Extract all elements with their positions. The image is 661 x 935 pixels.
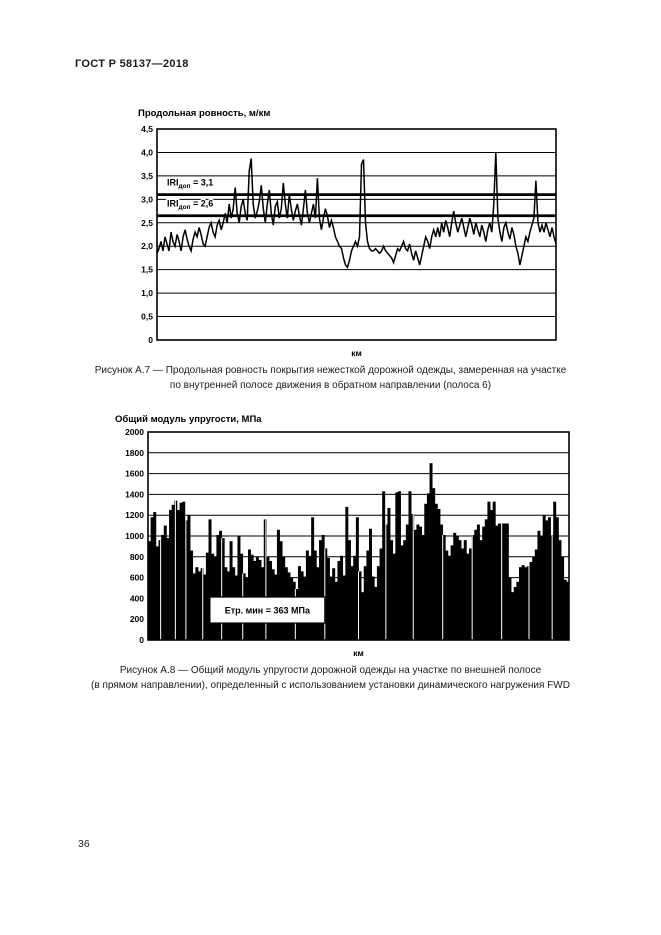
page-number: 36: [78, 838, 90, 850]
svg-text:1,0: 1,0: [141, 288, 153, 298]
document-header: ГОСТ Р 58137—2018: [75, 58, 189, 70]
line-chart-svg: 0 0,5 1,0 1,5 2,0 2,5 3,0 3,5 4,0 4,5 IRIдоп = 3,1…: [141, 124, 557, 345]
svg-text:0: 0: [148, 335, 153, 345]
svg-text:3,0: 3,0: [141, 194, 153, 204]
svg-text:Етр. мин = 363 МПа: Етр. мин = 363 МПа: [225, 606, 311, 616]
svg-text:2000: 2000: [125, 427, 144, 437]
svg-text:0: 0: [139, 635, 144, 645]
chart2-title: Общий модуль упругости, МПа: [115, 414, 262, 425]
svg-text:1400: 1400: [125, 489, 144, 499]
caption-a7-line1: Рисунок А.7 — Продольная ровность покрыт…: [94, 365, 567, 376]
svg-text:2,0: 2,0: [141, 241, 153, 251]
svg-text:200: 200: [130, 614, 144, 624]
caption-a8-line2: (в прямом направлении), определенный с и…: [91, 679, 570, 691]
chart1-xaxis-label: км: [351, 348, 362, 358]
bar-chart-svg: 0 200 400 600 800 1000 1200 1400 1600 1800 2000 Етр…: [125, 427, 570, 645]
svg-text:1000: 1000: [125, 531, 144, 541]
figure-a7-chart: Продольная ровность, м/км 0 0,5 1,0 1,5 2,0 2…: [128, 108, 578, 358]
figure-a7-caption: Рисунок А.7 — Продольная ровность покрыт…: [0, 364, 661, 393]
svg-text:1200: 1200: [125, 510, 144, 520]
svg-text:1800: 1800: [125, 448, 144, 458]
svg-text:400: 400: [130, 593, 144, 603]
svg-text:600: 600: [130, 573, 144, 583]
svg-text:1,5: 1,5: [141, 265, 153, 275]
svg-text:3,5: 3,5: [141, 171, 153, 181]
svg-text:1600: 1600: [125, 469, 144, 479]
svg-text:4,0: 4,0: [141, 147, 153, 157]
chart1-title: Продольная ровность, м/км: [138, 108, 271, 119]
caption-a8-line1: Рисунок А.8 — Общий модуль упругости дор…: [119, 665, 542, 676]
svg-text:4,5: 4,5: [141, 124, 153, 134]
figure-a8-caption: Рисунок А.8 — Общий модуль упругости дор…: [0, 664, 661, 693]
caption-a7-line2: по внутренней полосе движения в обратном…: [169, 379, 492, 391]
svg-text:800: 800: [130, 552, 144, 562]
svg-text:IRIдоп = 2,6: IRIдоп = 2,6: [167, 198, 213, 211]
figure-a8-chart: Общий модуль упругости, МПа 0 200 400 600 80…: [105, 414, 585, 658]
svg-text:2,5: 2,5: [141, 218, 153, 228]
svg-text:0,5: 0,5: [141, 312, 153, 322]
svg-text:IRIдоп = 3,1: IRIдоп = 3,1: [167, 177, 213, 190]
chart2-xaxis-label: км: [353, 648, 364, 658]
